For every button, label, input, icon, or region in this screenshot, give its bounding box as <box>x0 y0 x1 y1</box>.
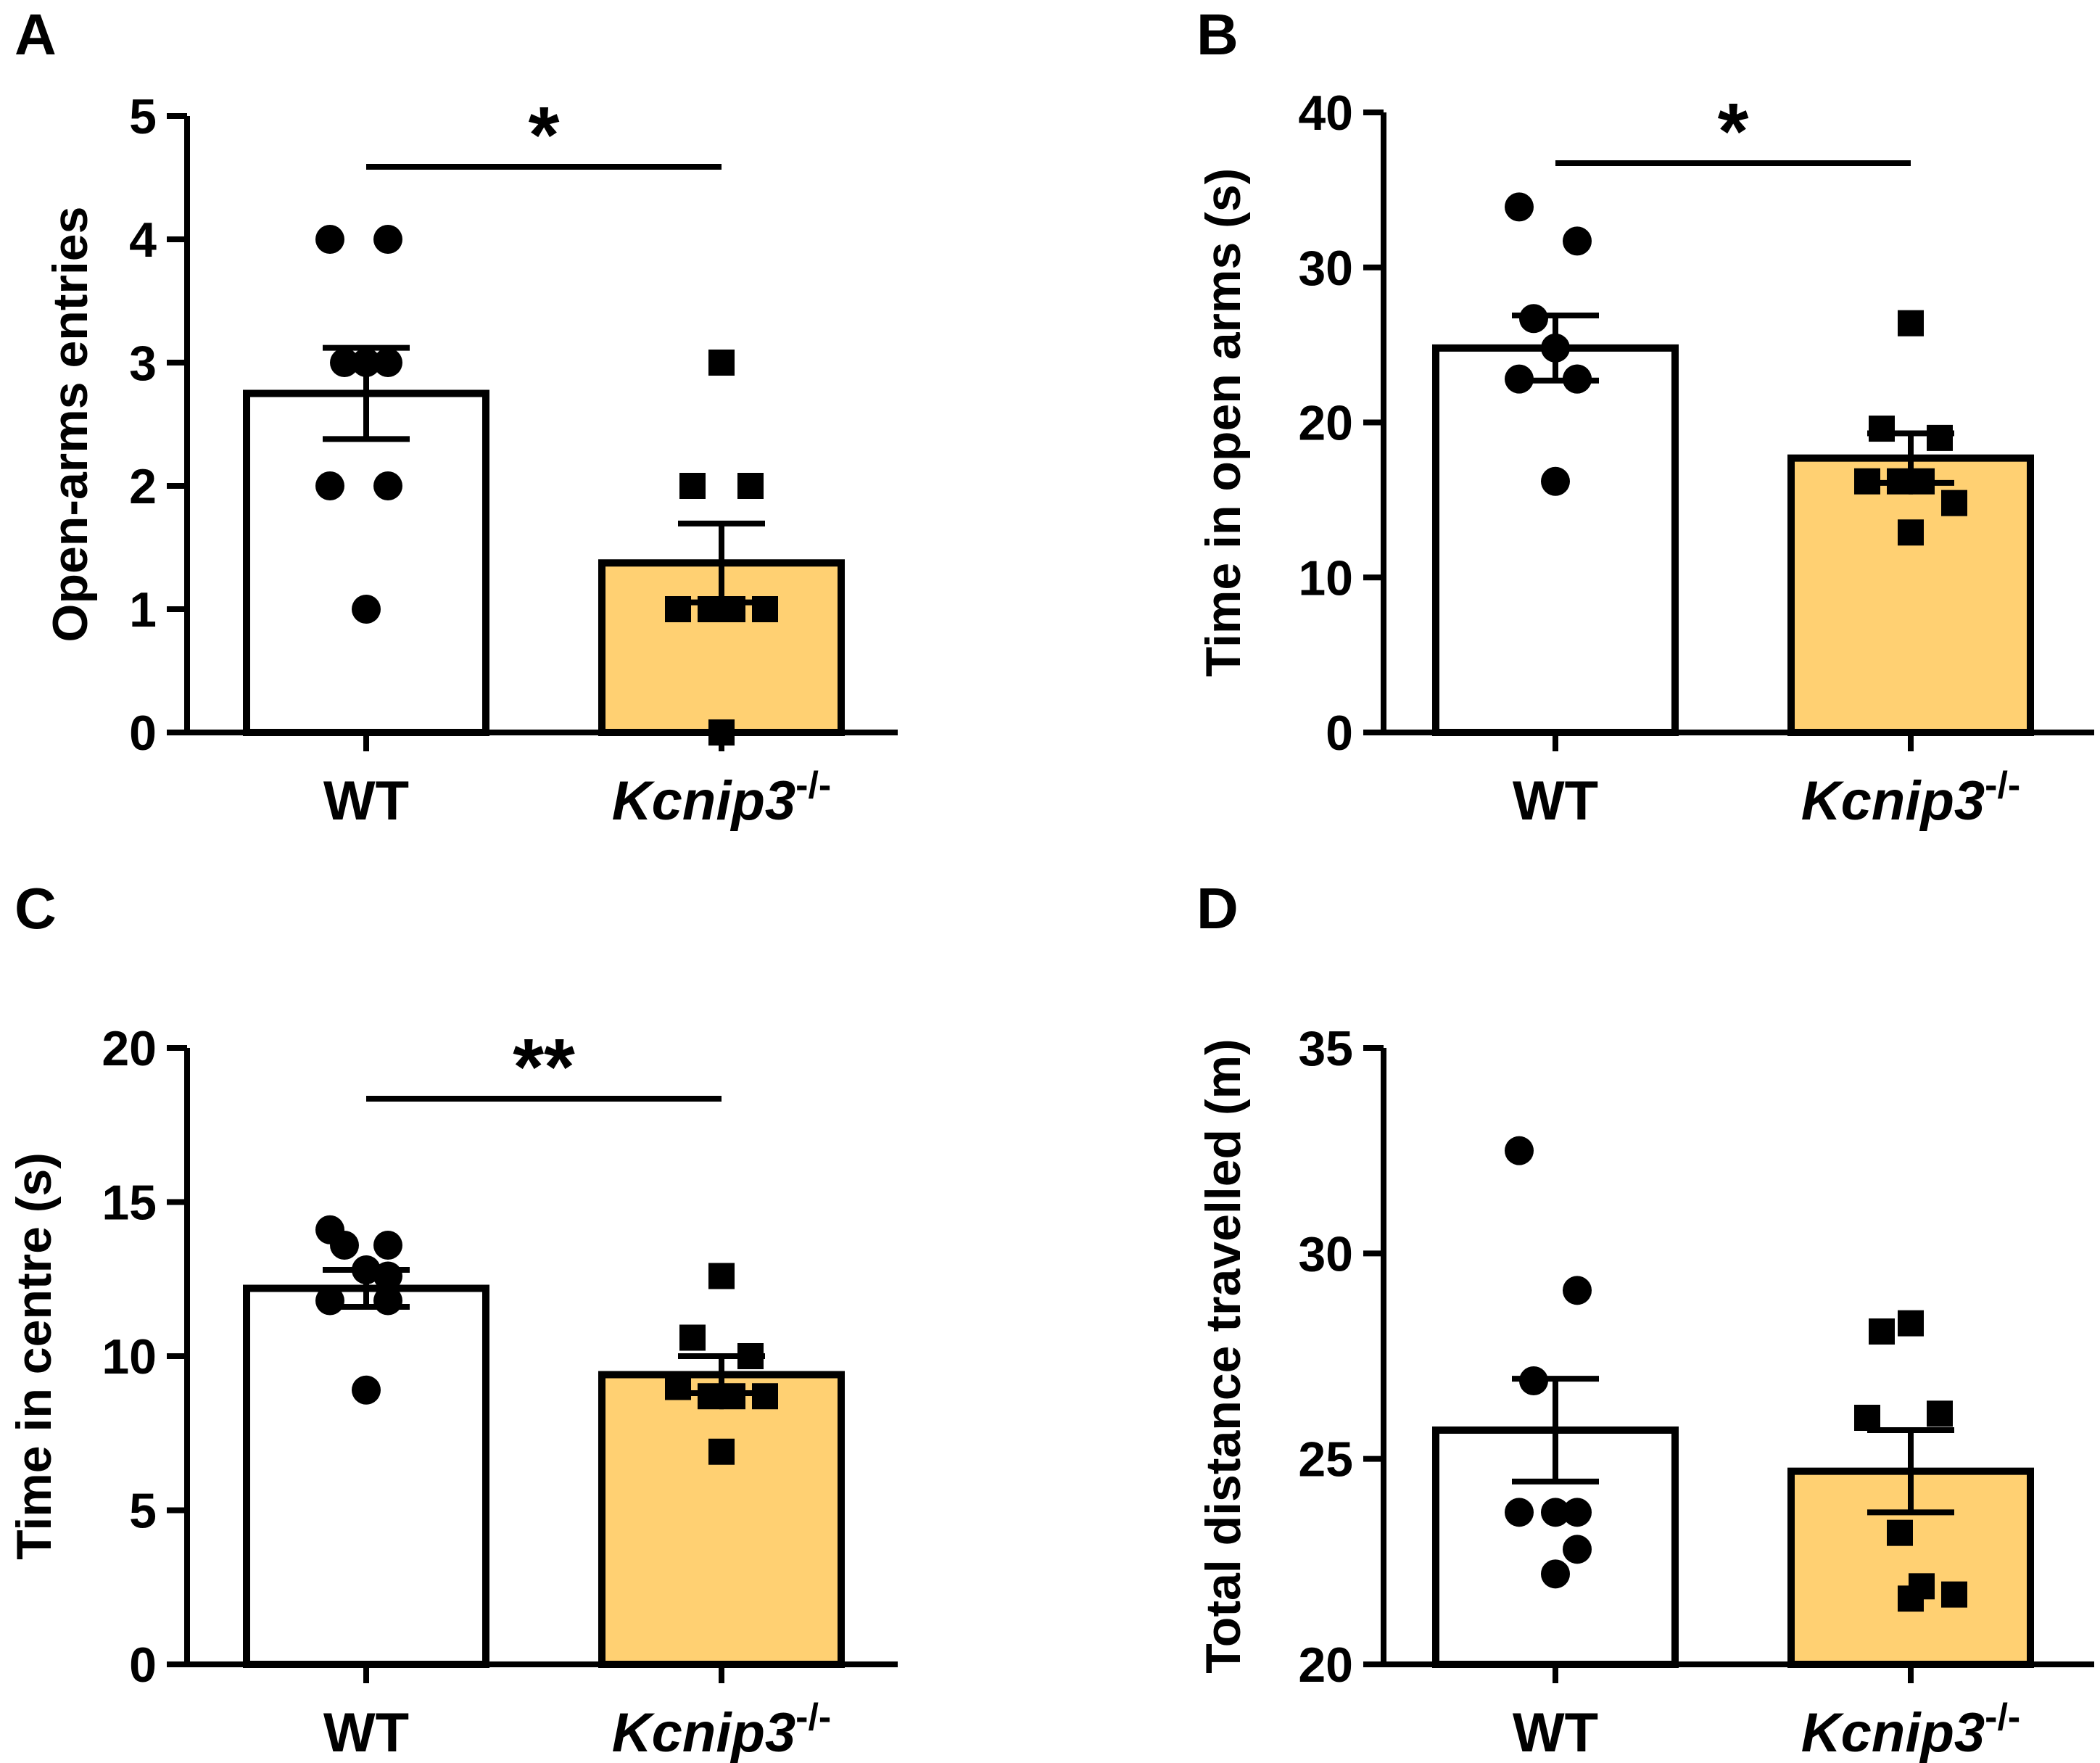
bar-ko <box>598 1371 845 1668</box>
y-tick-label: 30 <box>1298 241 1353 296</box>
y-tick-label: 3 <box>129 336 157 391</box>
data-point-wt <box>373 1286 402 1316</box>
panel-letter: C <box>15 876 57 941</box>
data-point-wt <box>1505 1498 1534 1527</box>
data-point-ko <box>1887 1519 1913 1546</box>
data-point-wt <box>373 225 402 254</box>
y-tick-label: 15 <box>102 1176 157 1231</box>
data-point-wt <box>1519 304 1548 334</box>
y-tick-label: 35 <box>1298 1021 1353 1076</box>
y-tick-label: 5 <box>129 89 157 144</box>
data-point-wt <box>373 471 402 500</box>
panel-a: A 0 1 2 3 4 5 WT Kcnip3-/- Open-arms entries * <box>15 2 898 832</box>
y-tick-label: 10 <box>102 1329 157 1384</box>
x-tick-label: WT <box>1513 770 1598 832</box>
y-tick-label: 40 <box>1298 86 1353 141</box>
data-point-ko <box>1898 1310 1924 1337</box>
bar-wt <box>243 389 489 736</box>
data-point-ko <box>1941 490 1967 516</box>
significance-label: * <box>1718 87 1749 176</box>
data-point-ko <box>679 1324 706 1351</box>
x-tick-label: WT <box>323 1702 409 1763</box>
data-point-wt <box>315 471 344 500</box>
y-tick-label: 0 <box>1326 706 1353 761</box>
panel-letter: A <box>15 2 57 67</box>
panel-c: C 0 5 10 15 20 WT Kcnip3-/- Time in centre (s) ** <box>7 876 898 1763</box>
data-point-ko <box>708 1263 735 1289</box>
data-point-ko <box>1869 1318 1895 1345</box>
x-tick-label: Kcnip3-/- <box>1801 1696 2020 1763</box>
bar-wt <box>1432 344 1679 736</box>
x-tick-label: Kcnip3-/- <box>612 1696 831 1763</box>
y-tick-label: 25 <box>1298 1432 1353 1487</box>
data-point-ko <box>1927 1400 1953 1427</box>
x-tick-label: WT <box>1513 1702 1598 1763</box>
data-point-wt <box>1505 1136 1534 1165</box>
y-tick-label: 1 <box>129 582 157 637</box>
data-point-wt <box>315 1286 344 1316</box>
y-tick-label: 0 <box>129 706 157 761</box>
y-tick-label: 30 <box>1298 1226 1353 1281</box>
data-point-wt <box>373 1231 402 1260</box>
y-tick-label: 20 <box>102 1021 157 1076</box>
y-tick-label: 20 <box>1298 1638 1353 1693</box>
y-tick-label: 4 <box>129 212 157 268</box>
data-point-ko <box>752 1383 778 1410</box>
significance-label: ** <box>513 1023 575 1112</box>
panel-letter: D <box>1196 876 1239 941</box>
data-point-ko <box>708 1438 735 1465</box>
y-axis-label: Time in open arms (s) <box>1196 168 1251 677</box>
data-point-wt <box>1563 1535 1592 1564</box>
bar-wt <box>243 1284 489 1668</box>
data-point-wt <box>1541 466 1570 496</box>
data-point-ko <box>679 473 706 499</box>
data-point-wt <box>1505 192 1534 222</box>
data-point-wt <box>315 225 344 254</box>
data-point-ko <box>1854 1405 1880 1431</box>
data-point-ko <box>708 719 735 746</box>
significance-label: * <box>529 91 560 180</box>
y-tick-label: 0 <box>129 1638 157 1693</box>
data-point-wt <box>1563 226 1592 256</box>
data-point-ko <box>708 350 735 376</box>
y-tick-label: 2 <box>129 459 157 514</box>
data-point-ko <box>1898 310 1924 337</box>
data-point-ko <box>1927 424 1953 451</box>
x-tick-label: Kcnip3-/- <box>612 764 831 832</box>
panel-letter: B <box>1196 2 1239 67</box>
data-point-wt <box>330 348 359 377</box>
data-point-wt <box>330 1231 359 1260</box>
y-axis-label: Open-arms entries <box>43 207 98 643</box>
data-point-wt <box>1541 1559 1570 1589</box>
data-point-wt <box>1563 1498 1592 1527</box>
data-point-ko <box>1941 1581 1967 1608</box>
panel-d: D 20 25 30 35 WT Kcnip3-/- Total distance trave… <box>1196 876 2094 1763</box>
y-axis-label: Total distance travelled (m) <box>1196 1039 1251 1673</box>
y-axis-label: Time in centre (s) <box>7 1152 62 1560</box>
data-point-wt <box>373 348 402 377</box>
bar-ko <box>1787 454 2034 736</box>
panel-b: B 0 10 20 30 40 WT Kcnip3-/- Time in open arms (… <box>1196 2 2094 832</box>
x-tick-label: Kcnip3-/- <box>1801 764 2020 832</box>
data-point-wt <box>352 1375 381 1405</box>
data-point-ko <box>737 473 764 499</box>
data-point-wt <box>1541 1498 1570 1527</box>
data-point-wt <box>1563 1276 1592 1305</box>
data-point-ko <box>665 1374 691 1400</box>
x-tick-label: WT <box>323 770 409 832</box>
data-point-ko <box>1869 416 1895 442</box>
data-point-wt <box>352 595 381 624</box>
y-tick-label: 20 <box>1298 396 1353 451</box>
data-point-ko <box>1898 1585 1924 1612</box>
y-tick-label: 10 <box>1298 550 1353 606</box>
y-tick-label: 5 <box>129 1484 157 1539</box>
data-point-ko <box>1898 519 1924 546</box>
